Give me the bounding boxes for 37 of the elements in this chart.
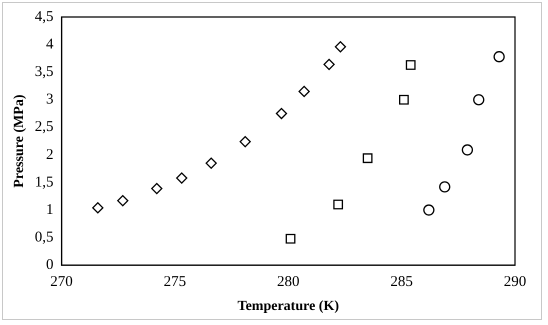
point (92, 202, 104, 214)
y-tick-label: 1 (46, 202, 54, 218)
point (473, 94, 484, 106)
y-tick-label: 2 (46, 146, 54, 163)
x-tick-label: 275 (164, 274, 186, 290)
point (240, 136, 251, 148)
x-tick-label: 270 (50, 274, 73, 290)
x-axis-title: Temperature (K) (238, 299, 340, 314)
point (333, 200, 344, 210)
point (276, 108, 288, 120)
point (298, 86, 310, 98)
point (423, 204, 434, 216)
y-tick-label: 3,5 (34, 64, 54, 80)
x-tick-label: 290 (504, 274, 526, 290)
point (406, 60, 416, 70)
point (286, 234, 296, 244)
point (399, 94, 409, 105)
point (439, 181, 450, 193)
y-tick-label: 4,5 (34, 8, 54, 25)
point (206, 158, 217, 169)
point (176, 172, 188, 184)
x-tick-label: 280 (277, 274, 300, 290)
point (362, 153, 373, 164)
y-tick-label: 3 (46, 92, 54, 108)
point (151, 182, 162, 194)
y-tick-label: 0,5 (34, 230, 54, 246)
point (493, 51, 505, 62)
y-tick-label: 4 (46, 36, 54, 53)
point (462, 144, 474, 156)
point (117, 195, 128, 206)
point (323, 58, 335, 70)
y-axis-title: Pressure (MPa) (12, 94, 28, 188)
point (334, 41, 346, 52)
y-tick-label: 0 (46, 257, 54, 274)
x-tick-label: 285 (390, 274, 413, 290)
y-tick-label: 2,5 (34, 119, 54, 136)
y-tick-label: 1,5 (34, 174, 54, 190)
